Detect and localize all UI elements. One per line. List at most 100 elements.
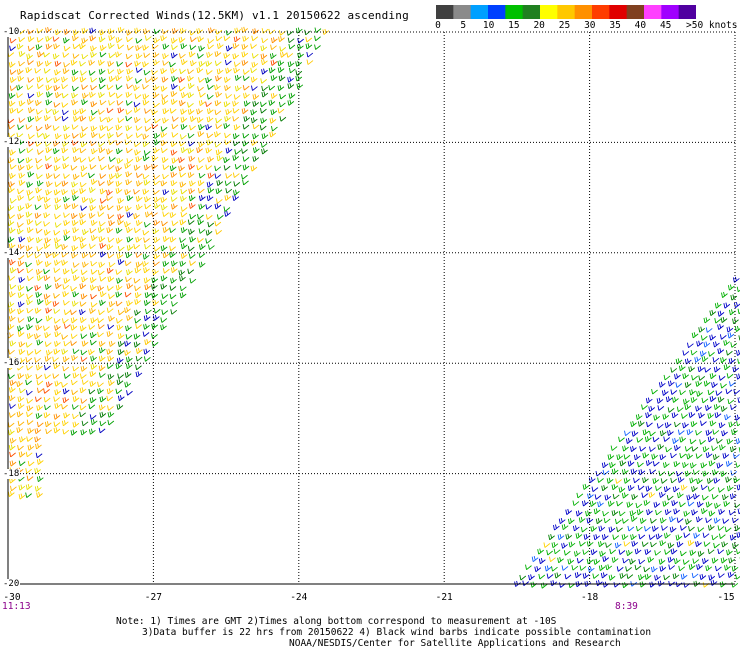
wind-barb: [725, 350, 733, 356]
wind-barb: [79, 242, 87, 249]
wind-barb: [99, 251, 107, 258]
wind-barb: [574, 572, 582, 579]
wind-barb: [16, 84, 23, 91]
wind-barb: [180, 243, 188, 250]
wind-barb: [162, 268, 170, 274]
wind-barb: [7, 118, 15, 124]
wind-barb: [682, 559, 690, 565]
color-scale-swatch: [626, 5, 645, 19]
wind-barb: [153, 260, 160, 267]
wind-barb: [126, 45, 134, 51]
wind-barb: [160, 85, 168, 92]
wind-barb: [98, 427, 106, 434]
wind-barb: [170, 67, 177, 74]
wind-barb: [27, 116, 35, 123]
wind-barb: [720, 357, 727, 364]
wind-barb: [180, 116, 188, 123]
wind-barb: [26, 189, 34, 196]
wind-barb: [9, 198, 17, 204]
wind-barb: [661, 525, 668, 531]
wind-barb: [54, 324, 61, 331]
wind-barb: [252, 123, 260, 130]
wind-barb: [98, 372, 106, 378]
wind-barb: [106, 84, 114, 90]
wind-barb: [734, 525, 740, 532]
wind-barb: [45, 189, 52, 196]
wind-barb: [623, 454, 631, 460]
wind-barb: [26, 53, 33, 60]
wind-barb: [125, 171, 133, 178]
wind-barb: [709, 395, 717, 402]
wind-barb: [70, 324, 78, 331]
wind-barb: [8, 412, 16, 418]
wind-barb: [214, 84, 221, 91]
wind-barb: [207, 172, 215, 179]
wind-barb: [72, 365, 80, 372]
wind-barb: [52, 148, 60, 155]
wind-barb: [36, 259, 43, 266]
wind-barb: [79, 373, 87, 379]
wind-barb: [287, 37, 295, 44]
wind-barb: [26, 252, 33, 258]
wind-barb: [564, 573, 572, 580]
wind-barb: [233, 124, 241, 131]
wind-barb: [659, 454, 667, 461]
wind-barb: [143, 150, 151, 156]
wind-barb: [89, 91, 96, 98]
wind-barb: [36, 76, 44, 83]
wind-barb: [26, 181, 34, 188]
wind-barb: [106, 330, 114, 338]
color-scale-label: 35: [609, 20, 621, 31]
wind-barb: [736, 373, 740, 380]
wind-barb: [690, 396, 698, 404]
wind-barb: [689, 389, 696, 396]
wind-barb: [546, 549, 553, 556]
wind-barb: [7, 157, 15, 164]
wind-barb: [61, 83, 69, 90]
wind-barb: [680, 525, 687, 531]
wind-barb: [678, 365, 686, 372]
wind-barb: [72, 194, 79, 201]
wind-barb: [205, 124, 212, 131]
wind-barb: [97, 155, 105, 162]
wind-barb: [205, 204, 213, 210]
wind-barb: [567, 558, 575, 565]
wind-barb: [153, 179, 161, 186]
color-scale-label: 45: [659, 20, 672, 31]
wind-barb: [35, 412, 43, 420]
wind-barb: [641, 541, 649, 547]
wind-barb: [61, 420, 69, 427]
wind-barb: [695, 453, 703, 459]
wind-barb: [618, 486, 626, 493]
wind-barb: [35, 109, 43, 115]
wind-barb: [654, 550, 662, 556]
wind-barb: [153, 196, 161, 203]
wind-barb: [580, 526, 588, 533]
wind-barb: [106, 267, 114, 274]
longitude-tick-label: -24: [290, 592, 308, 603]
wind-barb: [682, 461, 689, 469]
wind-barb: [89, 243, 96, 250]
wind-barb: [107, 324, 115, 330]
wind-barb: [44, 404, 51, 411]
wind-barb: [618, 510, 626, 517]
wind-barb: [673, 461, 681, 468]
wind-barb: [178, 76, 185, 83]
wind-barb: [27, 141, 35, 147]
wind-barb: [187, 108, 195, 115]
wind-barb: [79, 212, 86, 219]
wind-barb: [261, 37, 269, 44]
wind-barb: [72, 348, 80, 355]
wind-barb: [9, 76, 17, 83]
wind-barb: [124, 349, 131, 356]
wind-barb: [25, 357, 33, 363]
wind-barb: [623, 541, 631, 547]
wind-barb: [724, 414, 731, 421]
wind-barb: [713, 477, 721, 484]
wind-barb: [700, 484, 708, 491]
wind-barb: [81, 37, 89, 44]
wind-barb: [17, 213, 24, 220]
wind-barb: [721, 541, 729, 548]
wind-barb: [53, 173, 61, 179]
